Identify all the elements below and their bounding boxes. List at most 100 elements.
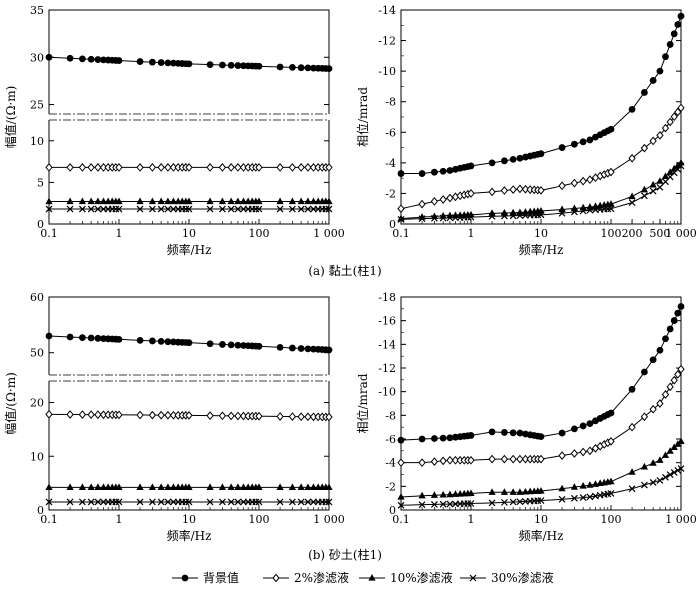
chart-b-phase-series-2-point-5 [451,490,460,497]
chart-b-phase-series-2-point-13 [516,488,524,495]
chart-b-amplitude-series-1-point-20 [218,411,227,421]
chart-b-phase-series-3-point-33 [666,471,674,479]
chart-a-amplitude-series-3-point-19 [206,205,214,213]
chart-b-amplitude-series-1-point-12 [157,410,165,420]
chart-b-phase-series-3-point-27 [607,490,615,497]
chart-b-amplitude-series-0-point-13 [164,338,172,346]
chart-b-phase-series-1-point-0 [397,458,405,468]
chart-b-phase-series-2-point-11 [500,488,508,495]
chart-a-phase-series-0-point-31 [656,67,664,75]
chart-b-amplitude-series-3-point-36 [325,498,333,506]
chart-a-amplitude-series-0-point-22 [234,62,242,69]
chart-a-amplitude-series-3-point-20 [218,205,226,213]
chart-a-phase-series-0-point-35 [674,21,682,28]
chart-a-phase-ytick-6: -12 [378,35,396,48]
chart-a-phase-series-2-point-31 [656,177,664,184]
chart-a-phase-series-1-point-14 [521,184,530,194]
chart-b-phase-series-1-point-14 [521,454,530,464]
chart-b-amplitude-series-1-point-29 [288,412,297,421]
legend: 背景值 2%渗滤液 10%渗滤液 30%渗滤液 [172,570,554,585]
chart-b-amplitude-series-3-point-13 [164,498,172,506]
chart-a-phase-series-0-point-3 [439,167,447,175]
chart-a-phase-series-0-point-4 [446,167,454,174]
legend-label-0: 背景值 [203,570,239,585]
chart-b-amplitude-series-3-point-11 [148,498,156,506]
chart-b-amplitude-series-1-point-28 [276,412,284,421]
chart-b-amplitude-series-1-point-27 [255,411,263,421]
chart-b-phase-ytick-3: -6 [385,433,396,446]
chart-a-amplitude-series-3-point-11 [148,205,156,213]
chart-b-amplitude-series-2-point-21 [227,483,235,491]
chart-a-amplitude-series-2-point-20 [218,197,226,205]
chart-b-phase-series-2-point-20 [570,483,578,490]
chart-a-phase-series-0-point-21 [579,138,587,146]
chart-a-amplitude-series-3-point-21 [227,205,235,213]
chart-b-amplitude-ytick-lower-1: 10 [30,450,44,463]
chart-b-phase-series-2-point-31 [656,456,664,463]
chart-a-phase-series-1-point-20 [570,178,579,188]
chart-a-amplitude-series-1-point-11 [148,163,157,172]
chart-b-phase-series-3-point-28 [628,485,636,493]
chart-b-amplitude-series-2-point-2 [78,483,86,491]
chart-a-phase-series-0-point-32 [662,53,669,61]
chart-a-phase-series-3-point-22 [586,206,594,214]
chart-a-amplitude-series-1 [45,163,333,172]
chart-a-amplitude-series-3-point-29 [288,205,296,213]
chart-a-phase-series-0-point-13 [516,154,524,162]
chart-a-amplitude-series-2-point-30 [297,197,305,205]
chart-b-amplitude-series-1-point-31 [304,412,312,422]
chart-a-amplitude-series-1-point-13 [164,163,172,172]
chart-b-phase-series-2-point-29 [640,462,648,470]
chart-a-phase-series-3-point-36 [677,162,685,170]
chart-b-phase-series-2-point-1 [418,491,426,499]
chart-b-phase-series-2-point-4 [446,490,454,498]
chart-b-phase-series-3-point-9 [467,500,475,507]
chart-b-phase-series-0-point-10 [488,428,496,436]
chart-a-amplitude-series-1-point-23 [239,163,248,172]
chart-b-amplitude-series-2-point-19 [206,483,214,491]
chart-b-amplitude-ytick-upper-1: 60 [30,291,44,304]
chart-a-phase-series-2-point-27 [607,200,615,207]
chart-b-amplitude-series-1-point-13 [164,410,172,420]
chart-a-phase-series-2-point-29 [640,185,648,193]
chart-b-amplitude-series-1 [45,409,333,422]
chart-a-phase-series-1-point-2 [430,197,439,206]
chart-b-amplitude-series-3-point-20 [218,498,226,506]
chart-b-phase-series-0-point-33 [666,325,674,333]
chart-b-phase-series-2-point-3 [439,490,447,498]
chart-a-amplitude-series-0-point-11 [148,58,156,66]
legend-marker-0 [181,574,189,582]
chart-a-phase-series-0-point-19 [558,144,566,151]
chart-a-phase-series-3-point-27 [607,205,615,213]
chart-a-amplitude-xtick-4: 1 000 [313,227,345,240]
chart-b-phase: 0 -2 -4 -6 -8 -10 -12 -14 -16 -18 0.1 1 10 100 1 000 频率… [355,291,697,543]
chart-a-amplitude-xtick-1: 1 [116,227,123,240]
chart-a-phase-series-0-point-34 [670,30,678,38]
chart-b-amplitude-series-1-point-5 [99,410,108,420]
chart-b-amplitude-series-0-point-12 [157,337,165,345]
chart-b-amplitude-series-2-point-13 [164,483,172,491]
chart-a-phase-series-1-point-36 [677,103,685,113]
chart-b-phase-series-0-point-29 [640,368,648,376]
chart-b-phase-series-3-point-21 [579,494,587,501]
chart-a-amplitude-series-2-point-3 [87,197,95,205]
chart-b-phase-series-1-point-31 [656,399,664,408]
chart-b-amplitude-series-3-point-28 [276,498,284,506]
chart-b-phase-series-0-point-35 [674,309,682,317]
chart-a-amplitude-ytick-lower-0: 0 [37,218,44,231]
chart-b-phase-series-0-point-19 [558,429,566,437]
chart-b-phase-ytick-1: -2 [385,480,396,493]
chart-b-phase-series-3 [397,465,685,509]
chart-a-phase-series-1-point-1 [418,199,426,209]
chart-b-phase-series-1-point-1 [418,458,426,468]
chart-b-phase-series-2-point-2 [430,491,438,498]
chart-b-amplitude-series-2-point-9 [115,483,123,491]
chart-b-phase-series-0-point-0 [397,436,405,444]
chart-b-phase-series-0-point-18 [537,433,545,441]
chart-b-amplitude-series-2-point-31 [304,483,312,491]
chart-a-amplitude-series-3-point-3 [87,205,95,213]
chart-b-amplitude-series-0-point-19 [206,340,214,348]
chart-b-phase-series-0-point-27 [607,409,615,417]
chart-a-amplitude-series-2-point-31 [304,197,312,205]
chart-a-phase-series-0-point-27 [607,125,615,133]
